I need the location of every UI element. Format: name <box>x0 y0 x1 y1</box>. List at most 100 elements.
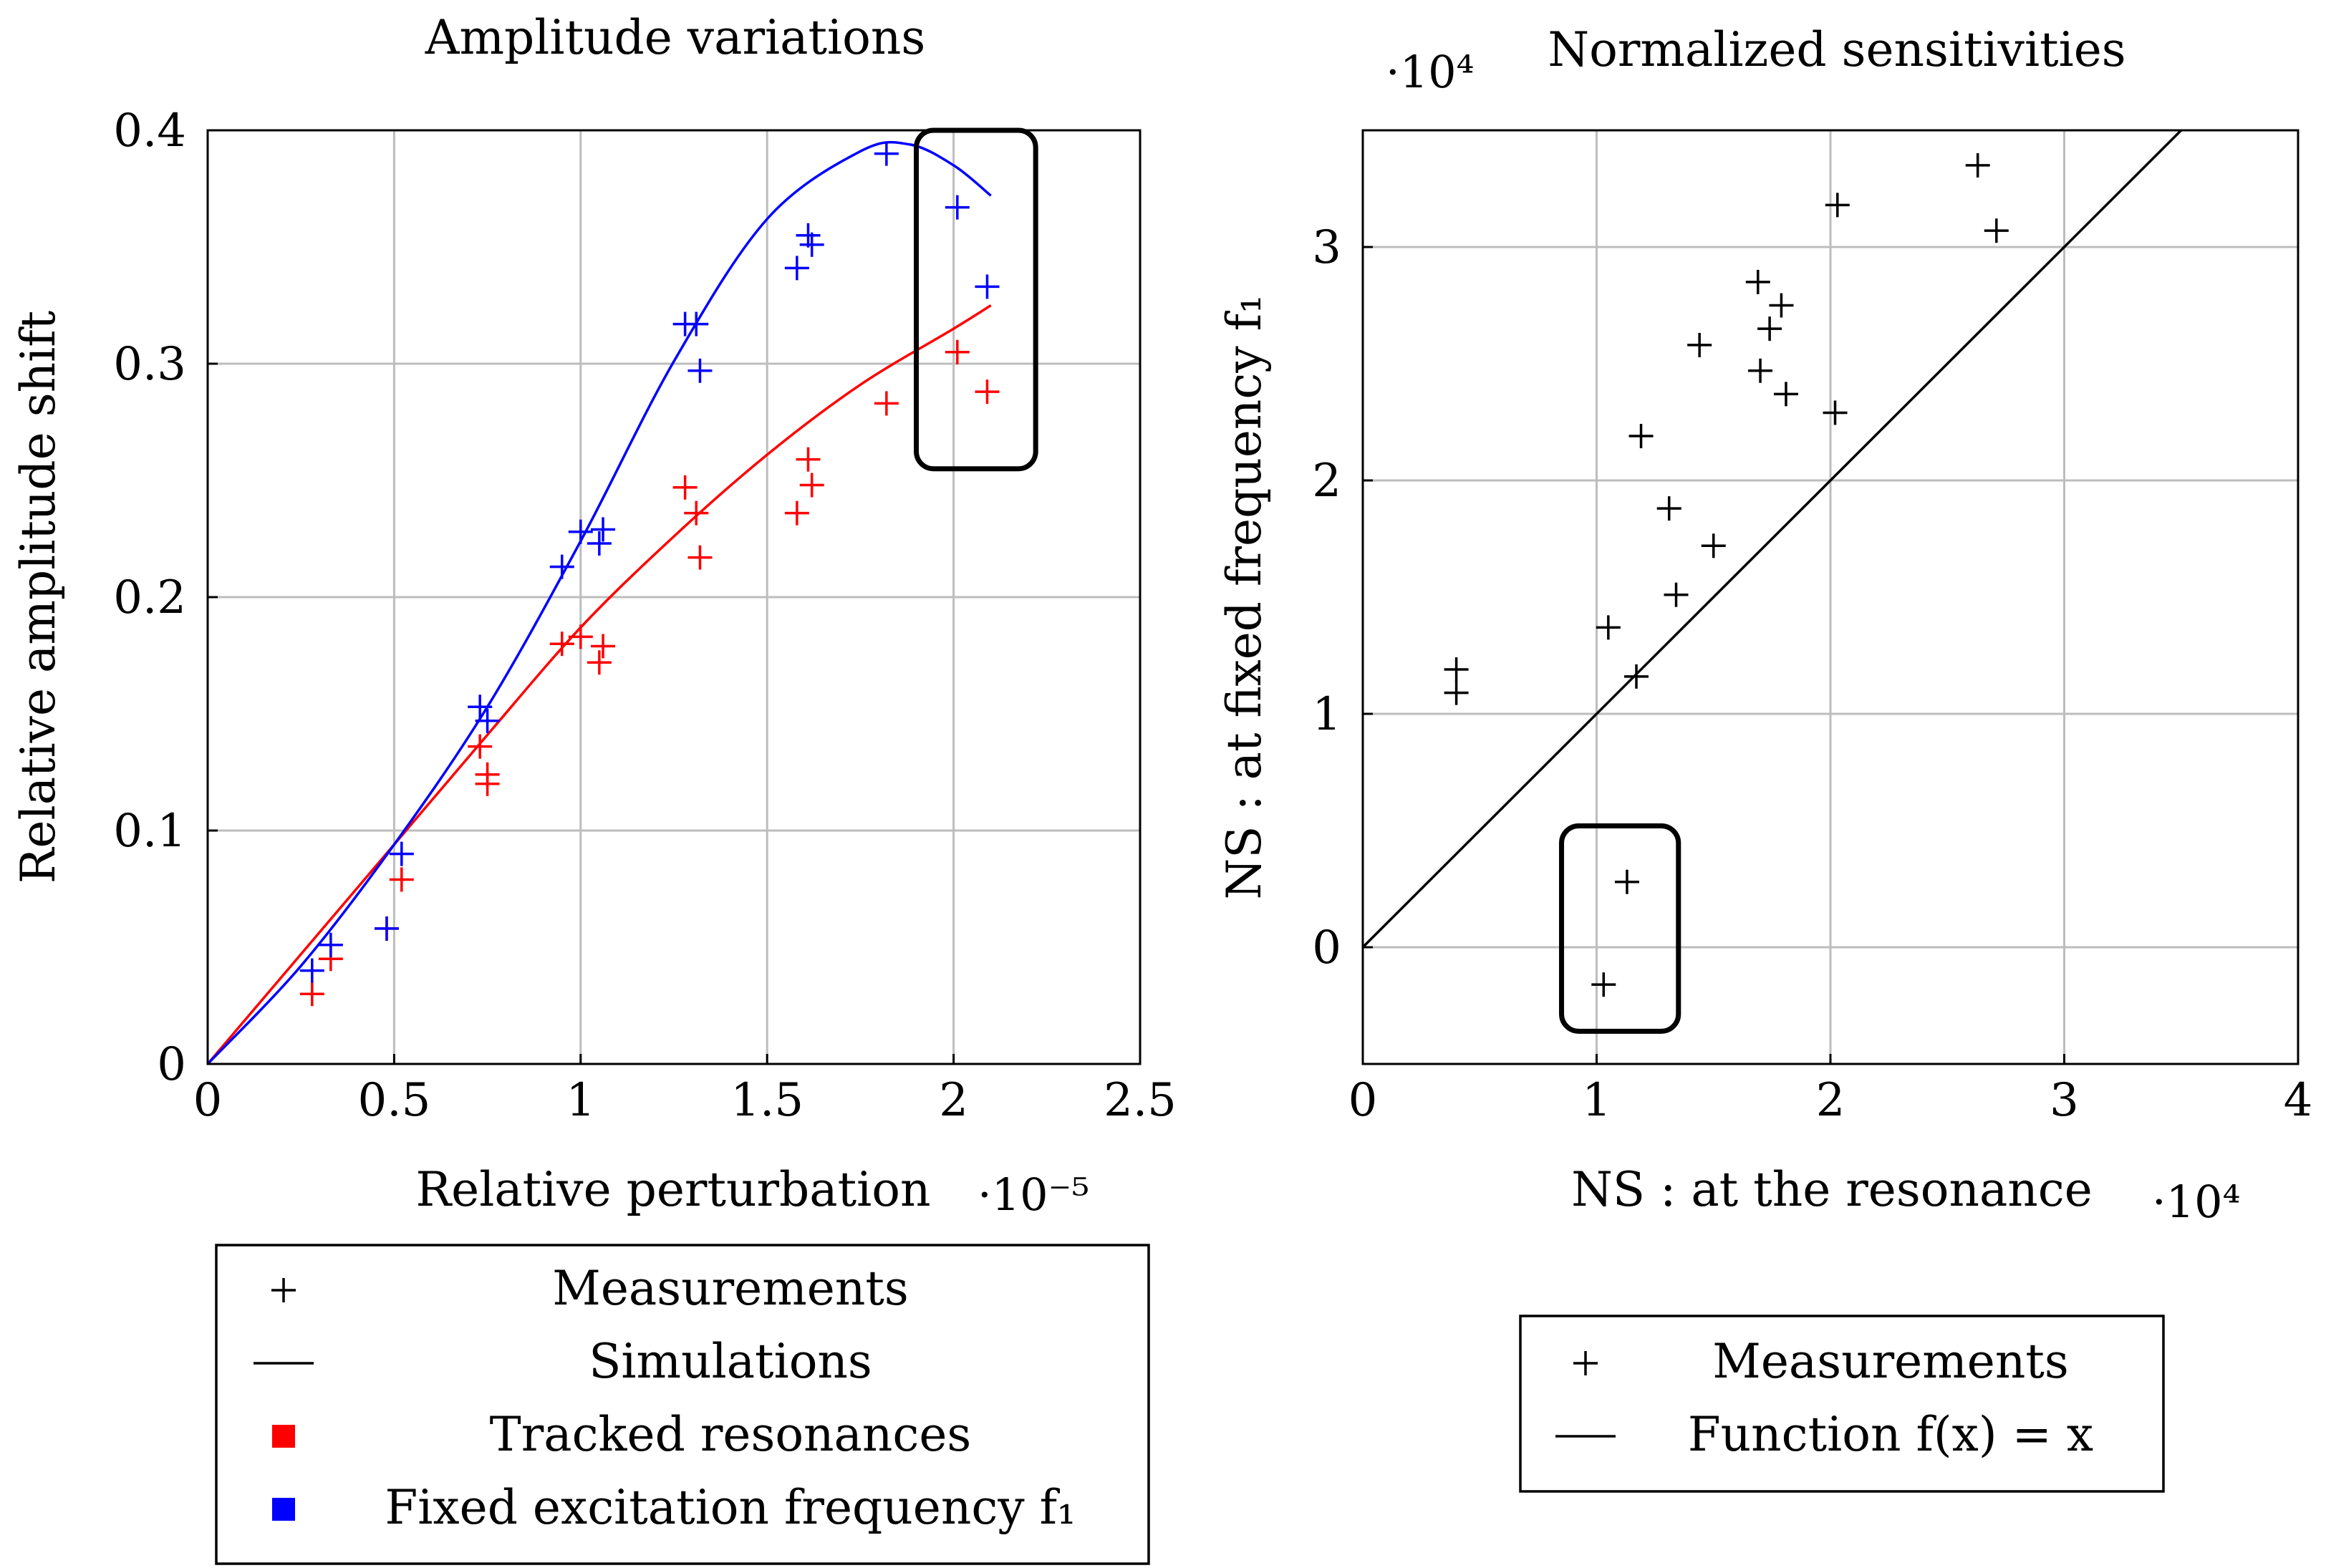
data-point <box>468 695 493 720</box>
x-tick-label: 0 <box>193 1074 223 1127</box>
data-point <box>587 650 612 675</box>
x-tick-label: 2.5 <box>1104 1074 1177 1127</box>
series-line-1 <box>1361 129 2182 949</box>
highlight-box <box>1559 823 1681 1034</box>
x-tick-label: 1.5 <box>730 1074 804 1127</box>
data-point <box>1614 869 1639 894</box>
chart2-grid <box>1361 130 2300 1064</box>
legend-entry: Simulations <box>254 1334 872 1389</box>
data-point <box>318 932 343 957</box>
x-tick-label: 3 <box>2050 1074 2079 1127</box>
x-tick-label: 0.5 <box>358 1074 431 1127</box>
legend-entry: Fixed excitation frequency f₁ <box>272 1480 1076 1535</box>
chart2-x-multiplier: ·10⁴ <box>2152 1176 2240 1228</box>
data-point <box>549 631 574 657</box>
data-point <box>549 554 574 579</box>
legend-label: Simulations <box>589 1334 872 1389</box>
legend-label: Function f(x) = x <box>1688 1407 2093 1462</box>
amplitude-plot: Amplitude variations 0 0.5 1 1.5 2 2.5 0 0.1 0.… <box>11 10 1177 1221</box>
y-tick-label: 3 <box>1312 221 1341 274</box>
data-point <box>874 141 899 166</box>
chart1-points <box>299 141 1000 1007</box>
chart2-lines <box>1361 129 2182 1034</box>
chart2-y-multiplier: ·10⁴ <box>1386 46 1474 98</box>
data-point <box>1965 153 1990 178</box>
data-point <box>1444 657 1469 682</box>
legend-label: Measurements <box>1712 1334 2069 1389</box>
data-point <box>1745 269 1770 294</box>
data-point <box>591 517 616 542</box>
data-point <box>1444 680 1469 705</box>
data-point <box>475 708 500 733</box>
data-point <box>687 545 713 570</box>
data-point <box>468 734 493 759</box>
data-point <box>672 475 698 500</box>
legend-label: Fixed excitation frequency f₁ <box>385 1480 1076 1535</box>
data-point <box>1701 533 1726 558</box>
data-point <box>796 447 821 472</box>
data-point <box>1757 316 1782 342</box>
y-tick-label: 0 <box>157 1038 186 1091</box>
data-point <box>475 762 500 787</box>
legend-label: Tracked resonances <box>490 1407 972 1462</box>
y-tick-label: 0.1 <box>113 805 186 858</box>
y-tick-label: 0.4 <box>113 105 186 158</box>
legend-entry: Measurements <box>271 1261 909 1316</box>
data-point <box>975 274 1000 299</box>
data-point <box>389 867 414 892</box>
chart1-legend: Measurements Simulations Tracked resonance… <box>215 1244 1150 1565</box>
chart1-x-multiplier: ·10⁻⁵ <box>978 1168 1089 1221</box>
sensitivity-plot: Normalized sensitivities ·10⁴ 0 1 2 3 4 0 1 2 3… <box>1217 22 2312 1228</box>
legend-square-marker <box>272 1498 295 1521</box>
data-point <box>684 311 709 337</box>
y-tick-label: 0.2 <box>113 571 186 624</box>
data-point <box>568 519 593 544</box>
series-line-2 <box>206 304 992 1065</box>
data-point <box>1591 972 1616 997</box>
data-point <box>1825 193 1850 218</box>
data-point <box>587 531 612 556</box>
x-tick-label: 2 <box>939 1074 968 1127</box>
data-point <box>1656 496 1681 521</box>
x-tick-label: 0 <box>1348 1074 1378 1127</box>
data-point <box>591 634 616 659</box>
x-tick-label: 1 <box>566 1074 595 1127</box>
chart2-x-label: NS : at the resonance <box>1571 1162 2093 1217</box>
data-point <box>687 358 713 383</box>
chart1-x-label: Relative perturbation <box>415 1162 930 1217</box>
chart1-grid <box>206 129 1142 1065</box>
data-point <box>945 339 970 364</box>
data-point <box>1624 664 1649 689</box>
data-point <box>1748 358 1773 383</box>
y-tick-label: 0.3 <box>113 338 186 391</box>
chart2-legend-box <box>1519 1315 2165 1493</box>
data-point <box>568 624 593 649</box>
chart2-legend: Measurements Function f(x) = x <box>1519 1315 2165 1493</box>
legend-label: Measurements <box>552 1261 909 1316</box>
data-point <box>1664 582 1689 607</box>
chart2-title: Normalized sensitivities <box>1548 22 2125 77</box>
chart2-x-ticks: 0 1 2 3 4 <box>1348 1054 2312 1127</box>
data-point <box>684 500 709 526</box>
x-tick-label: 2 <box>1816 1074 1845 1127</box>
chart1-legend-box <box>215 1244 1150 1565</box>
chart2-y-ticks: 0 1 2 3 <box>1312 221 1373 974</box>
y-tick-label: 0 <box>1312 921 1341 974</box>
data-point <box>1769 293 1794 318</box>
data-point <box>1596 615 1621 640</box>
legend-plus-marker <box>1573 1351 1598 1375</box>
chart2-points <box>1444 153 2009 997</box>
data-point <box>874 391 899 416</box>
data-point <box>945 195 970 220</box>
data-point <box>299 982 324 1007</box>
chart2-y-label: NS : at fixed frequency f₁ <box>1217 294 1272 899</box>
chart1-x-ticks: 0 0.5 1 1.5 2 2.5 <box>193 1054 1177 1127</box>
data-point <box>975 379 1000 405</box>
data-point <box>1823 400 1848 425</box>
chart1-title: Amplitude variations <box>425 10 925 65</box>
data-point <box>1773 382 1798 407</box>
chart2-y-label-text: NS : at fixed frequency f₁ <box>1217 294 1272 899</box>
data-point <box>784 256 809 281</box>
data-point <box>299 958 324 983</box>
